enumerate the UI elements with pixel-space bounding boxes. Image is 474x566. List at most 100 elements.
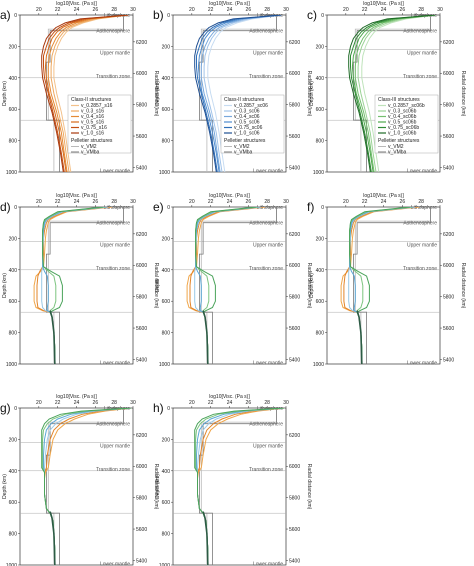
legend-entry: v_0.4_s16 (81, 114, 104, 120)
series-line-4 (349, 207, 414, 364)
y2-tick-label: 5600 (136, 326, 147, 332)
y-axis-label: Depth (km) (155, 474, 161, 499)
plot-area (194, 15, 282, 172)
y2-axis-label: Radial distance (km) (306, 71, 312, 117)
layer-label: Transition zone (96, 266, 130, 272)
y2-tick-label: 5800 (443, 103, 454, 109)
y2-tick-label: 6000 (443, 71, 454, 77)
series-line-2 (357, 15, 436, 172)
y-tick-label: 800 (9, 331, 18, 337)
layer-label: Lower mantle (253, 360, 283, 366)
x-axis-label: log10[Visc. (Pa s)] (363, 1, 404, 7)
y-tick-label: 1000 (159, 563, 170, 566)
series-line-3 (200, 15, 282, 172)
y2-tick-label: 6200 (443, 40, 454, 46)
x-tick-label: 26 (246, 400, 252, 406)
x-tick-label: 26 (246, 199, 252, 205)
series-line-6 (41, 408, 132, 565)
y2-tick-label: 6000 (289, 71, 300, 77)
layer-label: Asthenosphere (96, 422, 130, 428)
legend: Class-II structuresv_0.2857_s16v_0.3_s16… (67, 94, 132, 156)
x-tick-label: 26 (93, 400, 99, 406)
x-axis-label: log10[Visc. (Pa s)] (56, 394, 97, 400)
series-line-5 (195, 408, 285, 565)
legend-entry: v_0.75_s16 (81, 125, 107, 131)
legend-entry: v_VMba (234, 150, 253, 156)
y2-axis-label: Radial distance (km) (460, 263, 466, 309)
series-line-6 (41, 15, 129, 172)
x-tick-label: 30 (283, 199, 289, 205)
legend-box (220, 94, 285, 154)
y-tick-label: 800 (316, 139, 325, 145)
plot-area (41, 15, 129, 172)
y2-tick-label: 5400 (443, 165, 454, 171)
x-tick-label: 26 (400, 199, 406, 205)
legend-title-2: Pelletier structures (71, 138, 113, 144)
y-tick-label: 0 (14, 13, 17, 19)
legend-entry: v_0.4_sc06b (388, 114, 417, 120)
y-tick-label: 0 (14, 205, 17, 211)
series-line-1 (207, 15, 282, 172)
panel-f: f) Lithosphere Asthenosphere Upper mantle Tr… (307, 193, 466, 368)
y2-tick-label: 6000 (289, 464, 300, 470)
y-tick-label: 600 (162, 107, 171, 113)
pelletier-line-v_VMba (199, 408, 277, 565)
y-tick-label: 800 (162, 532, 171, 538)
y2-axis-label: Radial distance (km) (153, 71, 159, 117)
y-tick-label: 600 (9, 299, 18, 305)
y-axis-label: Depth (km) (309, 273, 315, 298)
y2-tick-label: 6000 (136, 71, 147, 77)
y-tick-label: 800 (9, 532, 18, 538)
plot-area (186, 207, 277, 364)
y-tick-label: 1000 (313, 362, 324, 368)
series-line-6 (194, 408, 285, 565)
x-axis-label: log10[Visc. (Pa s)] (56, 1, 97, 7)
y-tick-label: 600 (162, 299, 171, 305)
x-axis-label: log10[Visc. (Pa s)] (209, 394, 250, 400)
y2-axis-label: Radial distance (km) (306, 263, 312, 309)
x-tick-label: 24 (74, 199, 80, 205)
panel-label: a) (0, 8, 11, 22)
x-tick-label: 20 (36, 400, 42, 406)
y-tick-label: 400 (316, 268, 325, 274)
y-tick-label: 600 (316, 107, 325, 113)
series-line-3 (197, 408, 285, 565)
y-tick-label: 200 (9, 44, 18, 50)
x-tick-label: 22 (208, 199, 214, 205)
y2-tick-label: 5400 (289, 558, 300, 564)
layer-label: Upper mantle (100, 243, 130, 249)
layer-label: Lower mantle (100, 561, 130, 566)
y2-tick-label: 5400 (136, 357, 147, 363)
layer-label: Lithosphere (411, 205, 437, 211)
plot-area (194, 408, 285, 565)
panel-label: b) (153, 8, 164, 22)
x-tick-label: 28 (111, 7, 117, 13)
y-axis-label: Depth (km) (2, 273, 8, 298)
x-tick-label: 22 (208, 7, 214, 13)
series-line-1 (53, 15, 129, 172)
lower-mantle-trunk (49, 310, 56, 364)
y-tick-label: 400 (162, 268, 171, 274)
legend-entry: v_0.3_sc06 (234, 109, 260, 115)
y-tick-label: 600 (162, 500, 171, 506)
x-tick-label: 28 (264, 400, 270, 406)
x-tick-label: 26 (246, 7, 252, 13)
layer-label: Transition zone (249, 266, 283, 272)
legend-title: Class-III structures (378, 97, 420, 103)
lower-mantle-trunk (49, 511, 56, 565)
layer-label: Upper mantle (100, 51, 130, 57)
x-tick-label: 26 (93, 7, 99, 13)
x-tick-label: 24 (227, 7, 233, 13)
series-line-4 (44, 15, 129, 172)
x-tick-label: 30 (130, 7, 136, 13)
series-line-5 (43, 15, 129, 172)
x-tick-label: 22 (55, 400, 61, 406)
panel-label: h) (153, 401, 164, 415)
x-tick-label: 20 (189, 199, 195, 205)
y2-axis-label: Radial distance (km) (460, 71, 466, 117)
panel-e: e) Lithosphere Asthenosphere Upper mantle Tr… (153, 193, 312, 368)
y2-tick-label: 6200 (289, 433, 300, 439)
